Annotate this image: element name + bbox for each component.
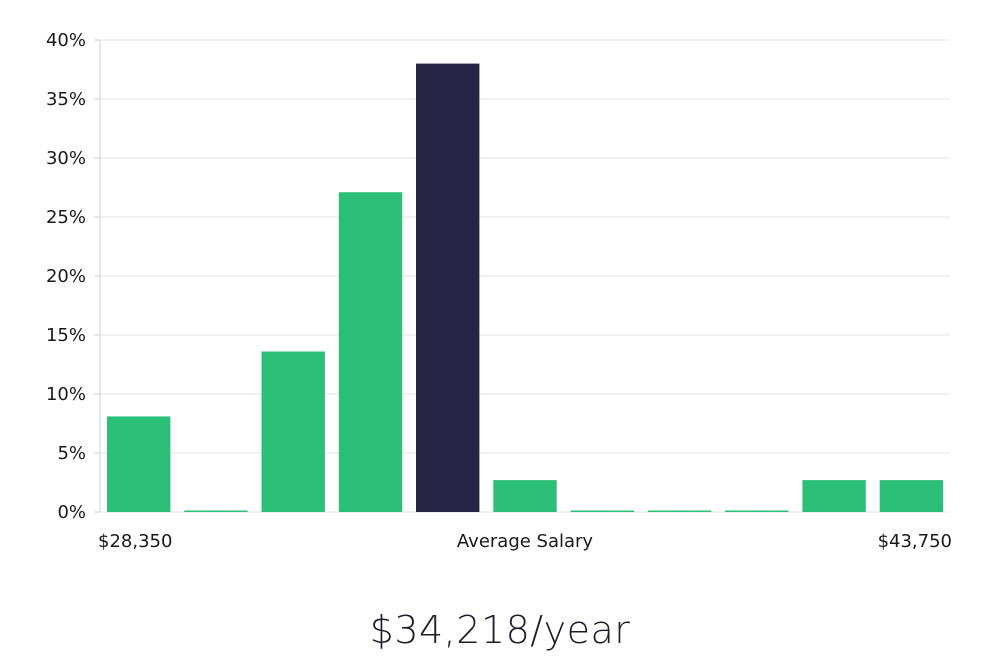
- x-label-max: $43,750: [878, 531, 952, 552]
- average-salary-value: $34,218/year: [369, 608, 631, 652]
- bars: [107, 63, 944, 512]
- y-tick-label: 15%: [46, 325, 86, 346]
- salary-histogram: 0% 5% 10% 15% 20% 25% 30% 35% 40% $28,350 Averag…: [46, 30, 952, 552]
- y-tick-label: 20%: [46, 266, 86, 287]
- bar: [107, 416, 171, 512]
- bar: [725, 510, 789, 512]
- x-label-min: $28,350: [98, 531, 172, 552]
- y-tick-label: 0%: [57, 502, 86, 523]
- bar: [647, 510, 712, 512]
- bar: [184, 510, 248, 512]
- bar: [261, 351, 325, 512]
- grid-lines: [100, 39, 950, 454]
- y-tick-label: 25%: [46, 207, 86, 228]
- bar: [879, 480, 944, 512]
- y-tick-label: 30%: [46, 148, 86, 169]
- y-tick-label: 35%: [46, 89, 86, 110]
- y-tick-label: 10%: [46, 384, 86, 405]
- bar: [802, 480, 866, 512]
- y-tick-labels: 0% 5% 10% 15% 20% 25% 30% 35% 40%: [46, 30, 86, 523]
- bar-average-salary: [416, 63, 480, 512]
- x-axis-labels: $28,350 Average Salary $43,750: [98, 531, 952, 552]
- y-tick-label: 5%: [57, 443, 86, 464]
- x-label-center: Average Salary: [457, 531, 594, 552]
- bar: [570, 510, 634, 512]
- bar: [493, 480, 557, 512]
- y-tick-label: 40%: [46, 30, 86, 51]
- bar: [338, 192, 403, 512]
